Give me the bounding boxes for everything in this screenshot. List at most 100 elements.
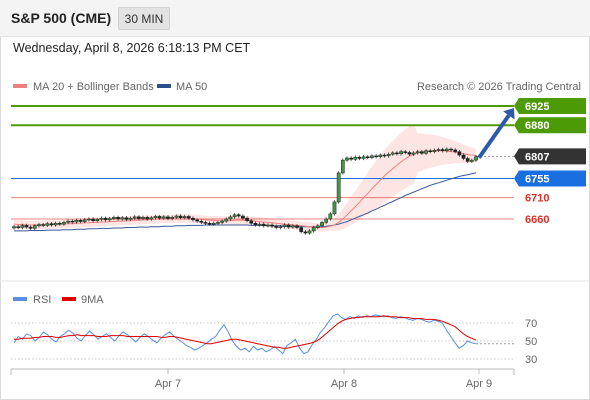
candle-body xyxy=(357,156,362,159)
candle-body xyxy=(66,220,70,223)
candle-body xyxy=(299,227,304,233)
candle-body xyxy=(224,218,229,222)
level-tag-6710: 6710 xyxy=(525,193,549,205)
candle-body xyxy=(403,151,408,153)
candle-body xyxy=(241,215,245,219)
bollinger-bands xyxy=(14,124,476,232)
candle-body xyxy=(112,217,116,219)
candle-body xyxy=(166,216,170,219)
ma50-legend-label: MA 50 xyxy=(176,81,207,93)
candle-body xyxy=(291,225,295,228)
level-tag-6755: 6755 xyxy=(525,173,549,185)
candle-body xyxy=(107,218,112,221)
candle-body xyxy=(82,219,87,222)
level-tag-6660: 6660 xyxy=(525,214,549,226)
candle-body xyxy=(45,223,50,226)
candle-body xyxy=(53,223,58,226)
candle-body xyxy=(141,217,145,219)
candle-body xyxy=(399,151,403,155)
rsi-ma-legend-swatch xyxy=(62,297,76,301)
forecast-arrow-shaft xyxy=(477,114,511,159)
candle-body xyxy=(415,151,420,154)
candle-body xyxy=(57,223,62,225)
bollinger-band-area xyxy=(14,124,476,232)
candle-body xyxy=(124,217,129,220)
candle-body xyxy=(282,224,287,227)
ma-bb-legend-label: MA 20 + Bollinger Bands xyxy=(33,81,154,93)
x-label-apr-7: Apr 7 xyxy=(155,378,181,390)
candle-body xyxy=(465,158,470,162)
candle-body xyxy=(32,225,37,229)
candle-body xyxy=(249,220,254,224)
rsi-pane: 70 50 30 xyxy=(11,313,537,366)
candle-body xyxy=(340,159,345,174)
rsi-ma-line xyxy=(14,315,477,349)
candle-body xyxy=(191,217,195,221)
level-tag-6807: 6807 xyxy=(525,151,549,163)
candle-body xyxy=(286,224,291,228)
candle-body xyxy=(12,226,16,229)
ma-bb-legend-swatch xyxy=(13,84,27,88)
rsi-legend-swatch xyxy=(13,297,27,301)
candle-body xyxy=(457,151,462,156)
forecast-arrow xyxy=(477,108,515,159)
timestamp: Wednesday, April 8, 2026 6:18:13 PM CET xyxy=(13,41,251,55)
instrument-title: S&P 500 (CME) xyxy=(11,10,112,26)
level-tag-6880: 6880 xyxy=(525,120,549,132)
candlesticks xyxy=(12,147,478,235)
candle-body xyxy=(216,222,220,224)
candle-body xyxy=(353,156,358,160)
candle-body xyxy=(378,154,383,157)
candle-body xyxy=(203,222,208,224)
level-tag-bg-6925 xyxy=(514,98,586,114)
candle-body xyxy=(236,214,241,217)
candle-body xyxy=(28,226,33,229)
candle-body xyxy=(307,230,312,234)
rsi-legend-label: RSI xyxy=(33,294,51,306)
candle-body xyxy=(469,159,474,162)
candle-body xyxy=(295,225,299,228)
candle-body xyxy=(449,148,453,151)
ma20-path xyxy=(13,150,477,228)
candle-body xyxy=(332,201,337,215)
candle-body xyxy=(365,156,370,158)
candle-body xyxy=(74,220,79,223)
candle-body xyxy=(424,150,428,154)
candle-body xyxy=(157,216,162,219)
candle-body xyxy=(270,224,274,227)
candle-body xyxy=(345,157,349,161)
candle-body xyxy=(24,225,29,228)
level-tag-bg-6807 xyxy=(514,148,586,165)
rsi-line xyxy=(13,313,477,355)
candle-body xyxy=(145,217,150,220)
candle-body xyxy=(91,218,95,221)
candle-body xyxy=(41,224,45,226)
candle-body xyxy=(395,152,399,155)
candle-body xyxy=(278,226,283,228)
candle-body xyxy=(20,225,25,228)
ma50-legend-swatch xyxy=(157,84,171,88)
candle-body xyxy=(137,216,141,219)
level-tag-bg-6880 xyxy=(514,117,586,134)
candle-body xyxy=(311,227,316,232)
candle-body xyxy=(87,218,91,221)
level-tag-6925: 6925 xyxy=(525,101,549,113)
candle-body xyxy=(116,217,120,220)
rsi-tick-30: 30 xyxy=(525,354,537,366)
candle-body xyxy=(174,215,179,218)
interval-button[interactable]: 30 MIN xyxy=(118,7,170,30)
candle-body xyxy=(78,220,83,222)
candle-body xyxy=(386,153,391,157)
candle-body xyxy=(128,217,133,220)
candle-body xyxy=(182,216,187,218)
candle-body xyxy=(70,220,75,223)
candle-body xyxy=(257,223,262,226)
candle-body xyxy=(440,149,445,152)
candle-body xyxy=(199,220,204,223)
level-tags: 6925 6880 6807 6755 6710 6660 xyxy=(514,98,586,226)
candle-body xyxy=(390,152,395,155)
candle-body xyxy=(474,156,478,161)
x-axis: Apr 7 Apr 8 Apr 9 xyxy=(10,368,515,390)
candle-body xyxy=(220,220,224,223)
candle-body xyxy=(461,154,466,159)
